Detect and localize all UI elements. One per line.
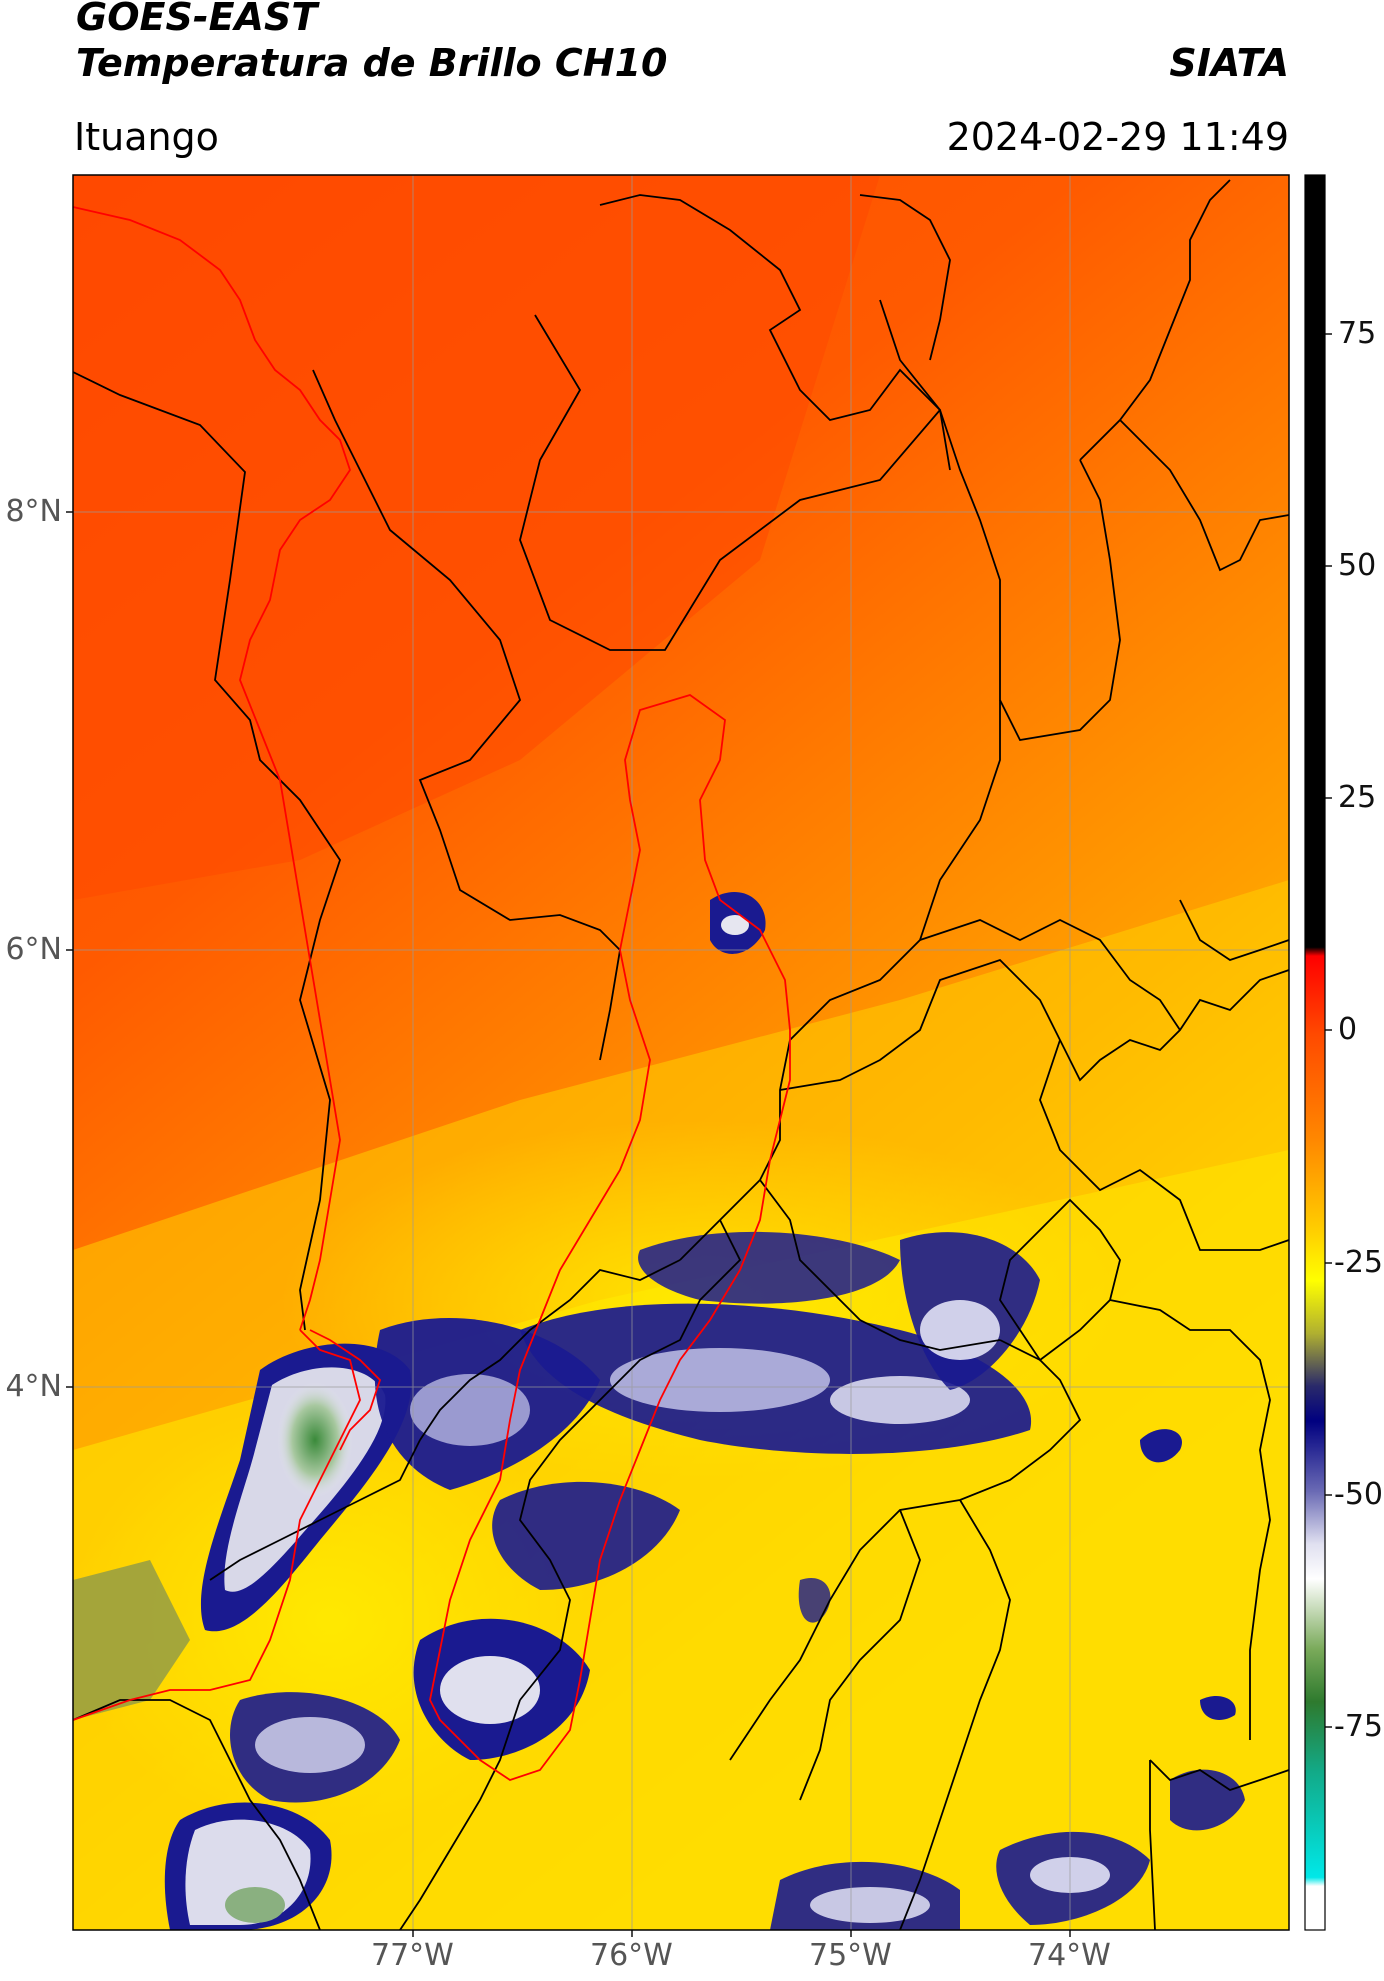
basin-outline	[73, 206, 791, 1781]
colorbar-label-neg25: -25	[1334, 1245, 1383, 1280]
lat-label-4n: 4°N	[5, 1369, 62, 1404]
datetime-label: 2024-02-29 11:49	[946, 115, 1289, 159]
location-label: Ituango	[74, 115, 219, 159]
lon-label-74w: 74°W	[1028, 1938, 1111, 1973]
plot-frame	[72, 174, 1290, 1931]
colorbar-ticks	[1325, 333, 1332, 1728]
colorbar-label-neg75: -75	[1334, 1709, 1383, 1744]
axis-ticks	[66, 511, 1071, 1937]
gridlines	[73, 175, 1289, 1930]
colorbar-label-50: 50	[1338, 548, 1377, 583]
title-line2: Temperatura de Brillo CH10	[76, 41, 668, 85]
title-line1: GOES-EAST	[76, 0, 318, 39]
lon-label-75w: 75°W	[809, 1938, 892, 1973]
lon-label-76w: 76°W	[590, 1938, 673, 1973]
colorbar-label-25: 25	[1338, 780, 1377, 815]
lon-label-77w: 77°W	[371, 1938, 454, 1973]
colorbar	[1304, 174, 1332, 1931]
colorbar-label-neg50: -50	[1334, 1477, 1383, 1512]
colorbar-label-75: 75	[1338, 316, 1377, 351]
lat-label-8n: 8°N	[5, 494, 62, 529]
org-label: SIATA	[1169, 41, 1289, 85]
brightness-temperature-field	[73, 175, 1289, 1930]
cloud-cells	[164, 891, 1245, 1930]
lat-label-6n: 6°N	[5, 932, 62, 967]
colorbar-label-0: 0	[1338, 1012, 1358, 1047]
